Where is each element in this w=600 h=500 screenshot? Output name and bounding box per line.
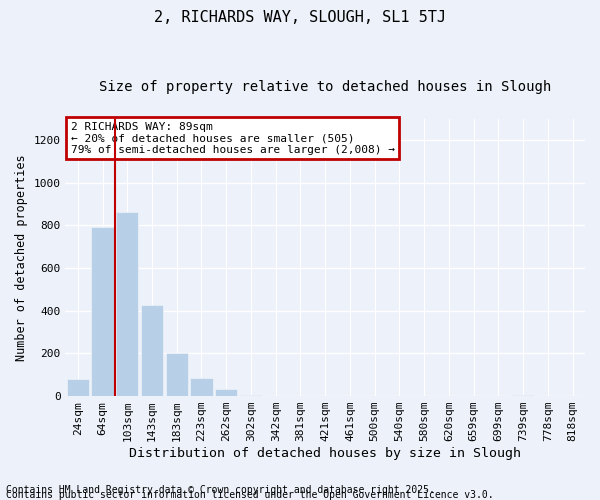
Text: 2, RICHARDS WAY, SLOUGH, SL1 5TJ: 2, RICHARDS WAY, SLOUGH, SL1 5TJ	[154, 10, 446, 25]
Text: Contains HM Land Registry data © Crown copyright and database right 2025.: Contains HM Land Registry data © Crown c…	[6, 485, 435, 495]
Bar	[91, 226, 113, 396]
Y-axis label: Number of detached properties: Number of detached properties	[15, 154, 28, 360]
Bar	[67, 379, 89, 396]
Text: 2 RICHARDS WAY: 89sqm
← 20% of detached houses are smaller (505)
79% of semi-det: 2 RICHARDS WAY: 89sqm ← 20% of detached …	[71, 122, 395, 155]
Text: Contains public sector information licensed under the Open Government Licence v3: Contains public sector information licen…	[6, 490, 494, 500]
Title: Size of property relative to detached houses in Slough: Size of property relative to detached ho…	[99, 80, 551, 94]
Bar	[116, 212, 139, 396]
Bar	[190, 378, 212, 396]
Bar	[512, 395, 534, 396]
Bar	[240, 395, 262, 396]
Bar	[141, 306, 163, 396]
X-axis label: Distribution of detached houses by size in Slough: Distribution of detached houses by size …	[129, 447, 521, 460]
Bar	[166, 354, 188, 396]
Bar	[215, 388, 238, 396]
